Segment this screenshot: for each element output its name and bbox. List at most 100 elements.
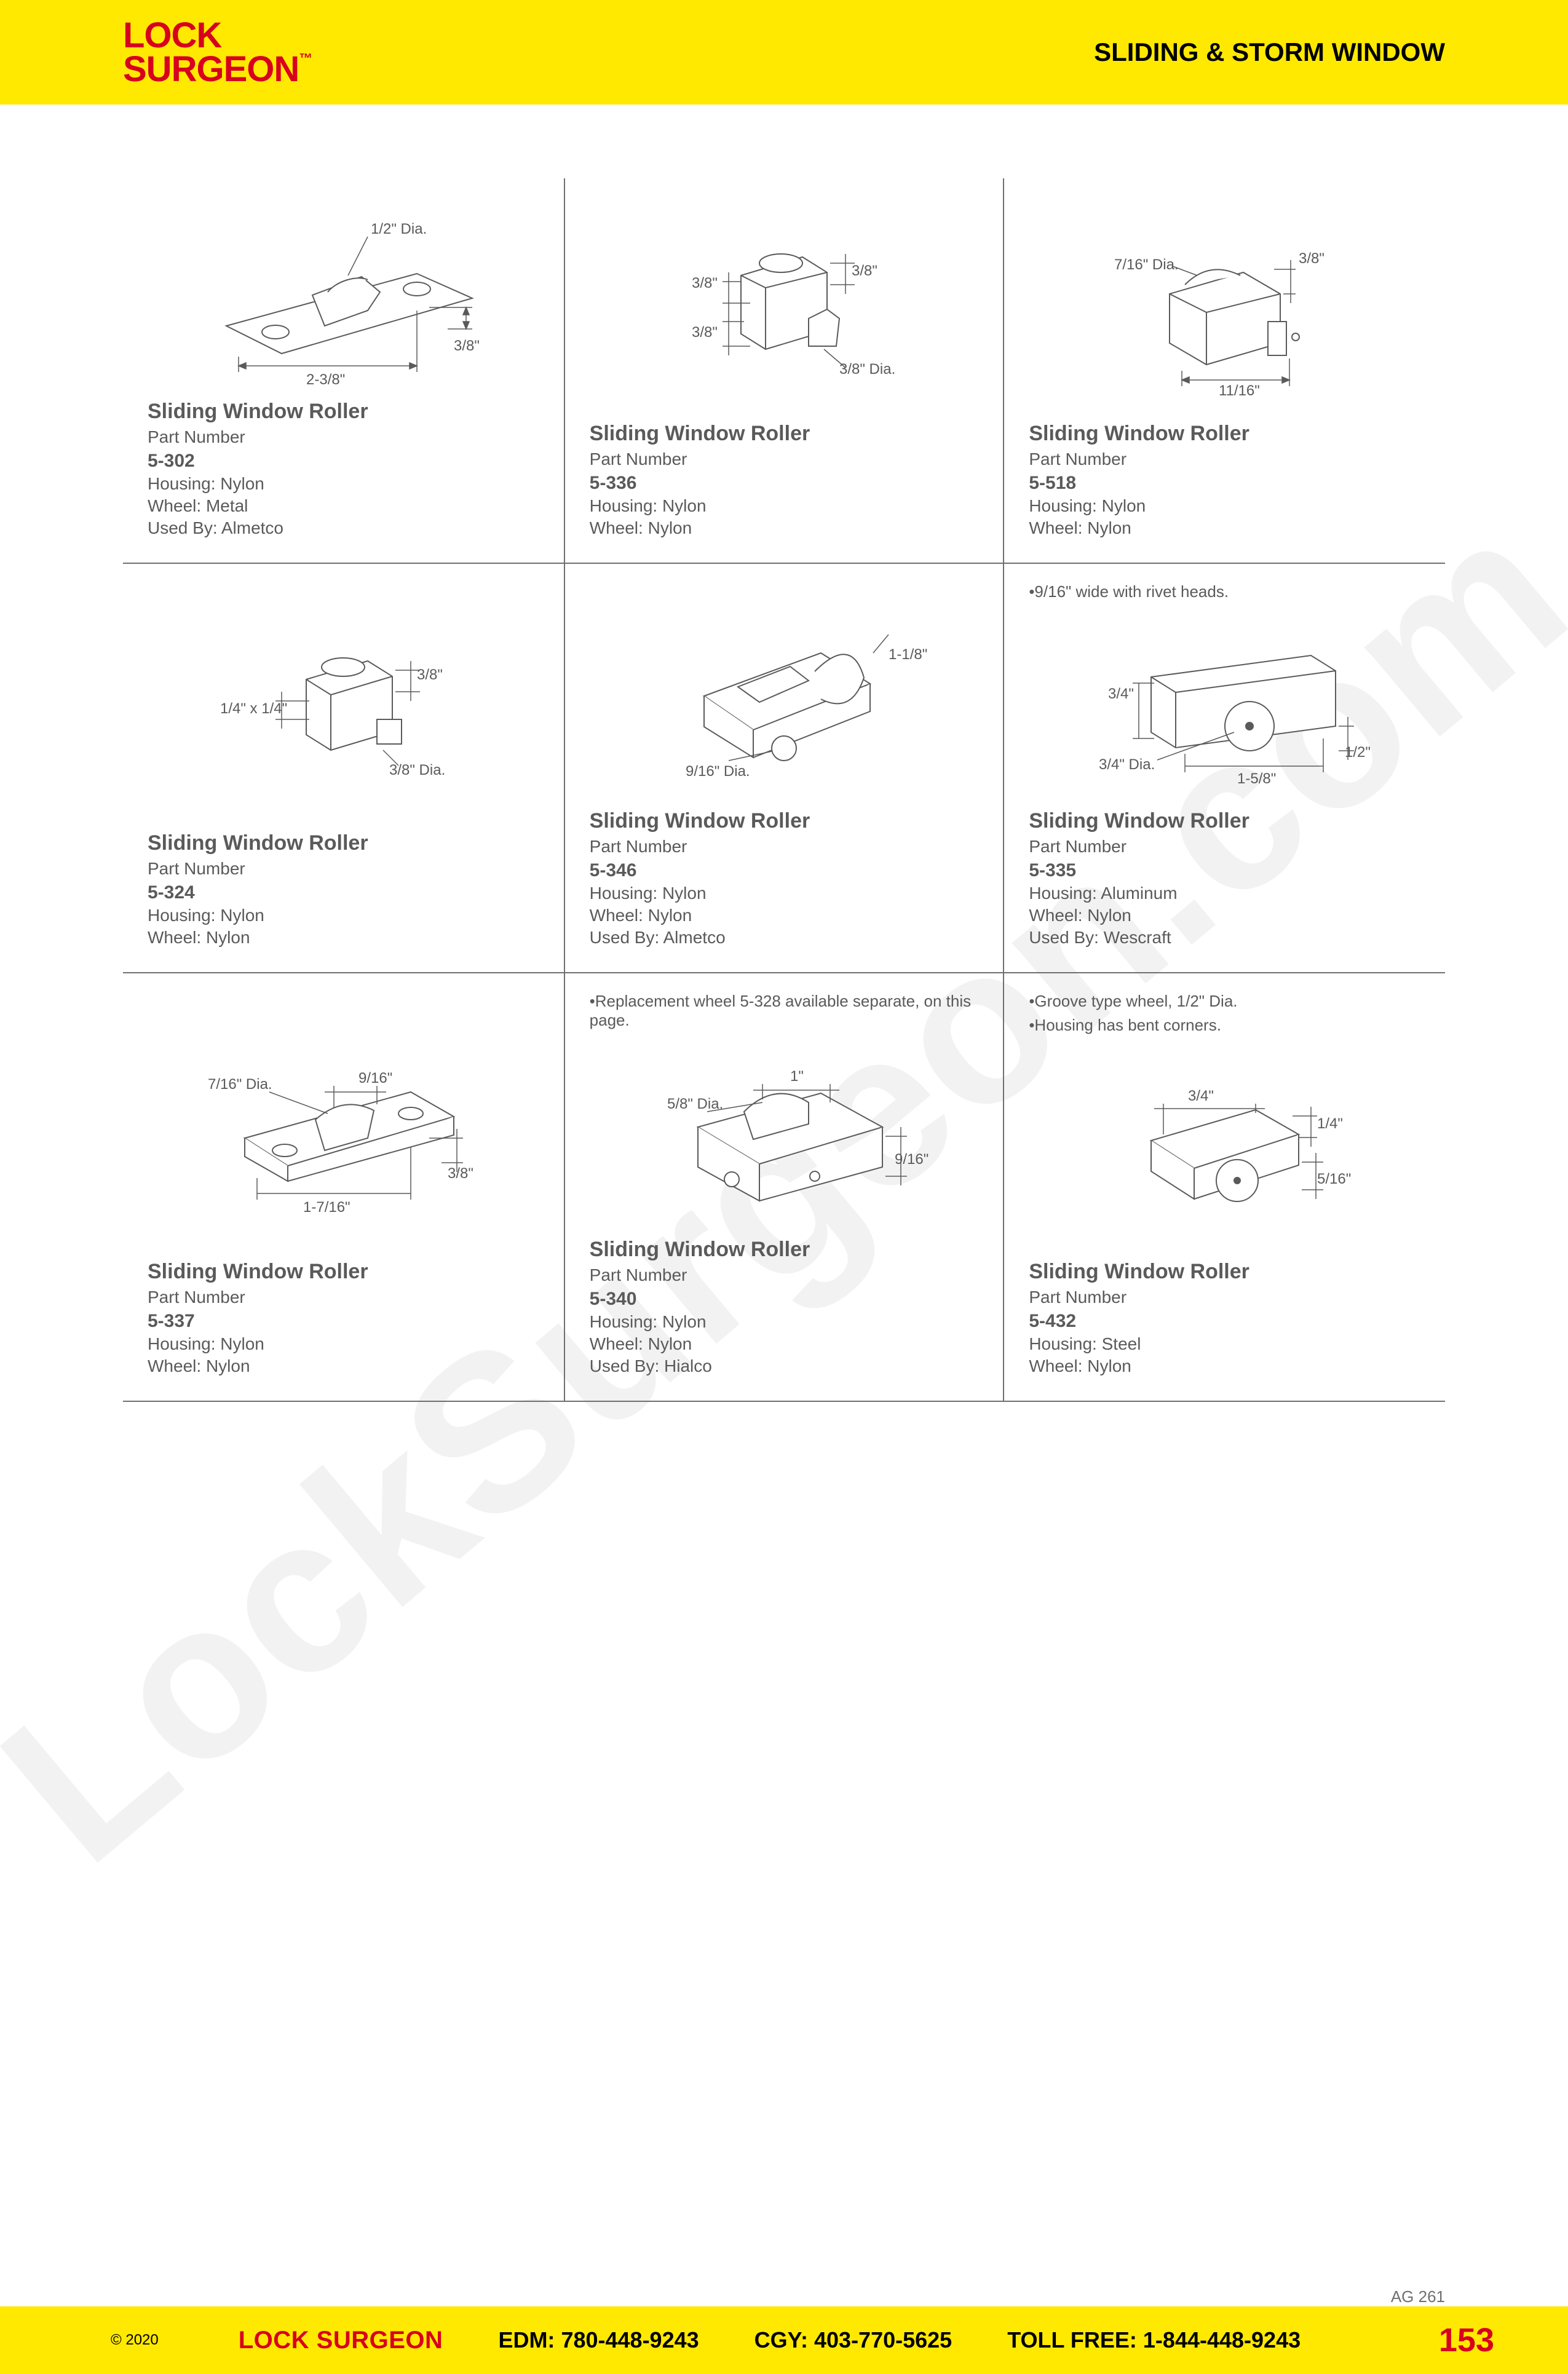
diagram: 7/16" Dia. 9/16" 1-7/16" 3/8" bbox=[148, 992, 539, 1254]
diagram: 1/2" Dia. 2-3/8" 3/8" bbox=[148, 197, 539, 394]
dim-label: 1/2" bbox=[1345, 744, 1371, 761]
spec-line: Housing: Nylon bbox=[148, 1334, 539, 1354]
footer-cgy: CGY: 403-770-5625 bbox=[754, 2327, 952, 2353]
product-cell: 7/16" Dia. 3/8" 11/16" Sliding Window Ro… bbox=[1004, 178, 1445, 564]
dim-label: 7/16" Dia. bbox=[1114, 256, 1179, 273]
ag-code: AG 261 bbox=[0, 2287, 1568, 2306]
spec-line: Housing: Nylon bbox=[1029, 496, 1420, 516]
dim-label: 3/8" bbox=[448, 1165, 473, 1182]
spec-line: Housing: Aluminum bbox=[1029, 884, 1420, 903]
header-bar: LOCK SURGEON™ SLIDING & STORM WINDOW bbox=[0, 0, 1568, 105]
spec-line: Housing: Nylon bbox=[590, 884, 979, 903]
spec-line: Wheel: Nylon bbox=[1029, 518, 1420, 538]
logo-tm: ™ bbox=[299, 50, 312, 66]
footer-tollfree: TOLL FREE: 1-844-448-9243 bbox=[1007, 2327, 1301, 2353]
dim-label: 5/16" bbox=[1317, 1171, 1351, 1187]
dim-label: 3/4" bbox=[1188, 1088, 1214, 1104]
spec-line: Housing: Nylon bbox=[148, 474, 539, 494]
diagram: 1/4" x 1/4" 3/8" 3/8" Dia. bbox=[148, 582, 539, 825]
part-number: 5-432 bbox=[1029, 1311, 1420, 1332]
dim-label: 11/16" bbox=[1219, 382, 1260, 399]
product-cell: •9/16" wide with rivet heads. 3/4" 3/4" … bbox=[1004, 564, 1445, 973]
dim-label: 3/8" bbox=[692, 275, 718, 291]
part-number: 5-335 bbox=[1029, 860, 1420, 881]
spec-line: Used By: Almetco bbox=[590, 928, 979, 948]
product-cell: •Groove type wheel, 1/2" Dia. •Housing h… bbox=[1004, 973, 1445, 1402]
spec-line: Used By: Hialco bbox=[590, 1356, 979, 1376]
spec-line: Used By: Wescraft bbox=[1029, 928, 1420, 948]
part-number: 5-337 bbox=[148, 1311, 539, 1332]
content-area: 1/2" Dia. 2-3/8" 3/8" Sliding Window bbox=[0, 105, 1568, 1439]
spec-line: Wheel: Nylon bbox=[1029, 906, 1420, 925]
spec-line: Wheel: Nylon bbox=[1029, 1356, 1420, 1376]
spec-line: Housing: Nylon bbox=[148, 906, 539, 925]
dim-label: 3/8" bbox=[417, 667, 443, 683]
product-title: Sliding Window Roller bbox=[1029, 422, 1420, 446]
part-label: Part Number bbox=[1029, 1288, 1420, 1307]
product-note: •9/16" wide with rivet heads. bbox=[1029, 582, 1420, 601]
spec-line: Housing: Nylon bbox=[590, 496, 979, 516]
diagram: 9/16" Dia. 1-1/8" bbox=[590, 582, 979, 803]
dim-label: 1" bbox=[790, 1068, 804, 1085]
product-note: •Groove type wheel, 1/2" Dia. bbox=[1029, 992, 1420, 1011]
dim-label: 5/8" Dia. bbox=[667, 1096, 723, 1112]
spec-line: Wheel: Nylon bbox=[148, 1356, 539, 1376]
dim-label: 9/16" bbox=[895, 1151, 929, 1168]
dim-label: 3/8" bbox=[454, 338, 480, 354]
page-number: 153 bbox=[1439, 2321, 1494, 2359]
dim-label: 3/8" bbox=[852, 263, 877, 279]
dim-label: 3/8" bbox=[692, 324, 718, 341]
part-label: Part Number bbox=[590, 449, 979, 469]
product-cell: 7/16" Dia. 9/16" 1-7/16" 3/8" Slidi bbox=[123, 973, 564, 1402]
part-number: 5-340 bbox=[590, 1289, 979, 1310]
product-note: •Housing has bent corners. bbox=[1029, 1016, 1420, 1035]
spec-line: Wheel: Metal bbox=[148, 496, 539, 516]
product-title: Sliding Window Roller bbox=[148, 400, 539, 424]
product-cell: 9/16" Dia. 1-1/8" Sliding Window Roller … bbox=[564, 564, 1005, 973]
product-grid: 1/2" Dia. 2-3/8" 3/8" Sliding Window bbox=[123, 178, 1445, 1402]
part-number: 5-302 bbox=[148, 451, 539, 472]
part-number: 5-346 bbox=[590, 860, 979, 881]
spec-line: Housing: Steel bbox=[1029, 1334, 1420, 1354]
part-label: Part Number bbox=[148, 1288, 539, 1307]
diagram: 7/16" Dia. 3/8" 11/16" bbox=[1029, 197, 1420, 416]
part-number: 5-336 bbox=[590, 473, 979, 494]
product-title: Sliding Window Roller bbox=[148, 1260, 539, 1284]
spec-line: Wheel: Nylon bbox=[590, 906, 979, 925]
dim-label: 1/4" bbox=[1317, 1115, 1343, 1132]
part-number: 5-518 bbox=[1029, 473, 1420, 494]
dim-label: 1/2" Dia. bbox=[371, 221, 427, 237]
diagram: 5/8" Dia. 1" 9/16" bbox=[590, 1035, 979, 1232]
diagram: 3/4" 1/4" 5/16" bbox=[1029, 1040, 1420, 1254]
logo-line2: SURGEON bbox=[123, 49, 299, 89]
section-title: SLIDING & STORM WINDOW bbox=[1094, 38, 1445, 67]
dim-label: 3/4" Dia. bbox=[1099, 756, 1155, 773]
dim-label: 1/4" x 1/4" bbox=[220, 700, 287, 717]
part-label: Part Number bbox=[148, 859, 539, 879]
spec-line: Wheel: Nylon bbox=[590, 1334, 979, 1354]
dim-label: 1-5/8" bbox=[1237, 770, 1276, 787]
product-title: Sliding Window Roller bbox=[590, 1238, 979, 1262]
product-title: Sliding Window Roller bbox=[590, 422, 979, 446]
product-title: Sliding Window Roller bbox=[590, 809, 979, 833]
dim-label: 9/16" Dia. bbox=[686, 763, 750, 780]
dim-label: 3/4" bbox=[1108, 686, 1134, 702]
spec-line: Wheel: Nylon bbox=[148, 928, 539, 948]
part-label: Part Number bbox=[590, 837, 979, 857]
product-cell: 3/8" 3/8" 3/8" 3/8" Dia. Sliding Wi bbox=[564, 178, 1005, 564]
part-label: Part Number bbox=[1029, 837, 1420, 857]
product-cell: 1/2" Dia. 2-3/8" 3/8" Sliding Window bbox=[123, 178, 564, 564]
product-title: Sliding Window Roller bbox=[148, 831, 539, 855]
footer-edm: EDM: 780-448-9243 bbox=[498, 2327, 699, 2353]
dim-label: 2-3/8" bbox=[306, 371, 345, 388]
dim-label: 7/16" Dia. bbox=[208, 1076, 272, 1093]
product-title: Sliding Window Roller bbox=[1029, 1260, 1420, 1284]
dim-label: 3/8" Dia. bbox=[839, 361, 895, 378]
part-label: Part Number bbox=[590, 1265, 979, 1285]
product-title: Sliding Window Roller bbox=[1029, 809, 1420, 833]
dim-label: 1-1/8" bbox=[889, 646, 927, 663]
copyright: © 2020 bbox=[111, 2332, 159, 2349]
dim-label: 1-7/16" bbox=[303, 1199, 350, 1216]
part-label: Part Number bbox=[1029, 449, 1420, 469]
product-cell: •Replacement wheel 5-328 available separ… bbox=[564, 973, 1005, 1402]
